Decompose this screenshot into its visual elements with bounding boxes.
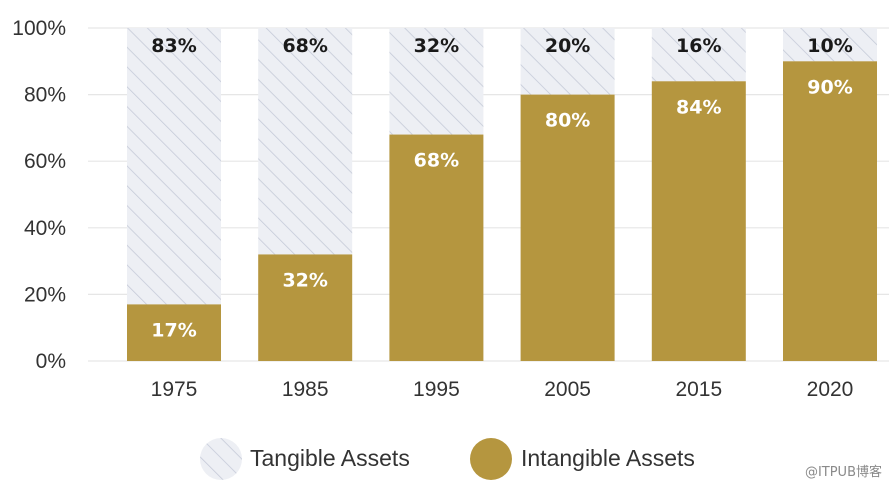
gridlines xyxy=(88,27,889,362)
x-tick-label: 2005 xyxy=(544,378,591,401)
y-tick-label: 60% xyxy=(24,150,66,173)
bar-intangible xyxy=(389,134,484,361)
y-tick-label: 100% xyxy=(12,17,66,40)
legend-swatch-tangible xyxy=(200,438,242,480)
legend-swatch-intangible xyxy=(470,438,512,480)
data-label-intangible: 68% xyxy=(414,150,459,172)
bar-intangible xyxy=(127,304,221,361)
x-tick-label: 1985 xyxy=(282,378,329,401)
x-tick-label: 1975 xyxy=(151,378,198,401)
data-label-tangible: 68% xyxy=(282,35,327,57)
data-label-tangible: 83% xyxy=(151,35,196,57)
bar-tangible xyxy=(783,28,877,62)
data-label-intangible: 17% xyxy=(151,319,196,341)
bar-tangible xyxy=(651,28,746,82)
bar-tangible xyxy=(389,28,484,135)
data-label-intangible: 90% xyxy=(807,76,852,98)
bars xyxy=(127,28,877,362)
legend: Tangible Assets Intangible Assets xyxy=(200,438,695,480)
legend-label-tangible: Tangible Assets xyxy=(250,445,410,471)
bar-tangible xyxy=(520,28,615,95)
x-tick-label: 2020 xyxy=(807,378,854,401)
data-label-tangible: 10% xyxy=(807,35,852,57)
data-label-intangible: 84% xyxy=(676,96,721,118)
legend-label-intangible: Intangible Assets xyxy=(521,445,695,471)
watermark-text: @ITPUB博客 xyxy=(805,464,882,480)
bar-intangible xyxy=(783,61,877,362)
x-axis-ticks: 1975 1985 1995 2005 2015 2020 xyxy=(151,378,854,401)
bar-tangible xyxy=(127,28,221,305)
y-tick-label: 0% xyxy=(36,350,66,373)
data-labels: 83% 17% 68% 32% 32% 68% 20% 80% 16% 84% 10% 90% xyxy=(151,35,852,341)
x-tick-label: 1995 xyxy=(413,378,460,401)
y-tick-label: 80% xyxy=(24,84,66,107)
data-label-tangible: 16% xyxy=(676,35,721,57)
bar-intangible xyxy=(651,81,746,361)
bar-intangible xyxy=(520,94,615,361)
data-label-intangible: 32% xyxy=(282,269,327,291)
x-tick-label: 2015 xyxy=(675,378,722,401)
y-tick-label: 20% xyxy=(24,283,66,306)
data-label-tangible: 32% xyxy=(414,35,459,57)
y-axis-ticks: 0% 20% 40% 60% 80% 100% xyxy=(12,17,66,373)
bar-tangible xyxy=(258,28,353,255)
bar-intangible xyxy=(258,254,353,361)
data-label-intangible: 80% xyxy=(545,110,590,132)
data-label-tangible: 20% xyxy=(545,35,590,57)
y-tick-label: 40% xyxy=(24,217,66,240)
